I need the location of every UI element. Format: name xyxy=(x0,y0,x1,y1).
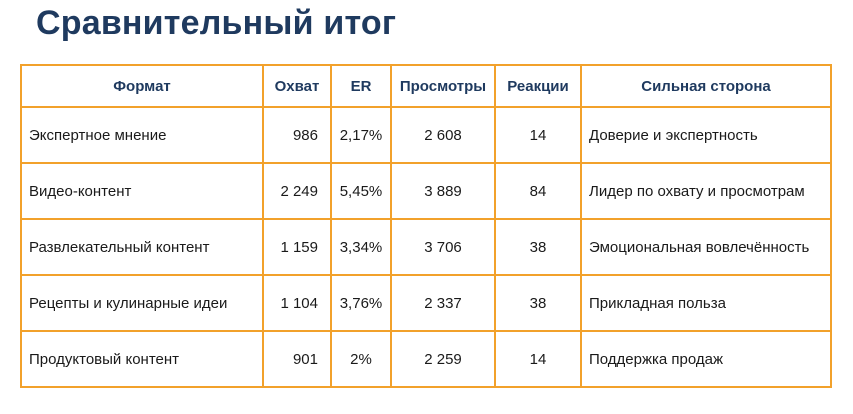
header-er: ER xyxy=(330,64,392,108)
header-reach: Охват xyxy=(262,64,332,108)
cell-reactions: 38 xyxy=(494,218,582,276)
cell-reach: 1 104 xyxy=(262,274,332,332)
cell-strength: Доверие и экспертность xyxy=(580,106,832,164)
table-row: Экспертное мнение 986 2,17% 2 608 14 Дов… xyxy=(20,106,832,164)
cell-reach: 901 xyxy=(262,330,332,388)
cell-reactions: 38 xyxy=(494,274,582,332)
cell-views: 2 337 xyxy=(390,274,496,332)
table-row: Рецепты и кулинарные идеи 1 104 3,76% 2 … xyxy=(20,274,832,332)
cell-er: 3,76% xyxy=(330,274,392,332)
cell-format: Рецепты и кулинарные идеи xyxy=(20,274,264,332)
cell-views: 3 706 xyxy=(390,218,496,276)
cell-strength: Лидер по охвату и просмотрам xyxy=(580,162,832,220)
cell-er: 2% xyxy=(330,330,392,388)
header-format: Формат xyxy=(20,64,264,108)
cell-format: Видео-контент xyxy=(20,162,264,220)
cell-views: 2 608 xyxy=(390,106,496,164)
cell-format: Экспертное мнение xyxy=(20,106,264,164)
cell-views: 3 889 xyxy=(390,162,496,220)
table-row: Продуктовый контент 901 2% 2 259 14 Подд… xyxy=(20,330,832,388)
header-strength: Сильная сторона xyxy=(580,64,832,108)
cell-reach: 986 xyxy=(262,106,332,164)
cell-format: Продуктовый контент xyxy=(20,330,264,388)
cell-strength: Прикладная польза xyxy=(580,274,832,332)
cell-reactions: 14 xyxy=(494,106,582,164)
header-views: Просмотры xyxy=(390,64,496,108)
cell-er: 3,34% xyxy=(330,218,392,276)
cell-reactions: 14 xyxy=(494,330,582,388)
page-title: Сравнительный итог xyxy=(36,4,397,42)
cell-er: 2,17% xyxy=(330,106,392,164)
table-row: Видео-контент 2 249 5,45% 3 889 84 Лидер… xyxy=(20,162,832,220)
cell-reach: 2 249 xyxy=(262,162,332,220)
cell-reach: 1 159 xyxy=(262,218,332,276)
cell-strength: Эмоциональная вовлечённость xyxy=(580,218,832,276)
header-reactions: Реакции xyxy=(494,64,582,108)
table-header-row: Формат Охват ER Просмотры Реакции Сильна… xyxy=(20,64,832,108)
comparison-table: Формат Охват ER Просмотры Реакции Сильна… xyxy=(20,64,832,388)
cell-format: Развлекательный контент xyxy=(20,218,264,276)
cell-reactions: 84 xyxy=(494,162,582,220)
table-row: Развлекательный контент 1 159 3,34% 3 70… xyxy=(20,218,832,276)
cell-er: 5,45% xyxy=(330,162,392,220)
cell-strength: Поддержка продаж xyxy=(580,330,832,388)
cell-views: 2 259 xyxy=(390,330,496,388)
